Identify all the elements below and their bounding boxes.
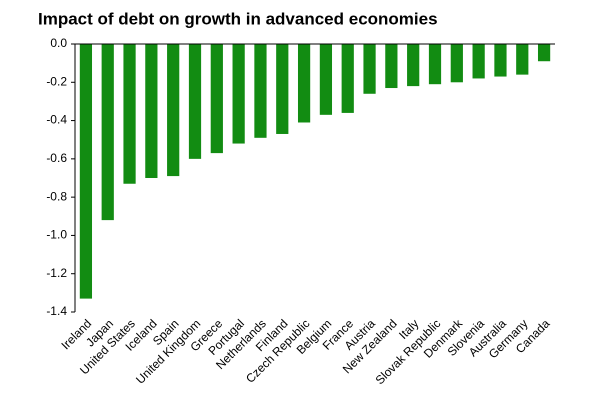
bar [407,44,420,87]
y-tick-label: -0.4 [46,113,67,127]
y-tick-label: 0.0 [50,36,67,50]
y-tick-label: -0.6 [46,151,67,165]
bar [450,44,463,83]
bar [276,44,289,134]
bar [101,44,114,221]
bar [494,44,507,77]
chart-title: Impact of debt on growth in advanced eco… [38,9,438,28]
bar [188,44,202,159]
y-tick-label: -1.4 [46,304,67,318]
y-tick-label: -0.2 [46,74,67,88]
bar [123,44,136,184]
bar [341,44,354,113]
bar [297,44,311,123]
bar [232,44,245,144]
bar [167,44,180,177]
bar [254,44,267,138]
bar [79,44,93,299]
bar [363,44,376,94]
bar [472,44,485,79]
bar [210,44,223,154]
bar [516,44,529,75]
y-tick-label: -1.2 [46,266,67,280]
bar [145,44,158,178]
bar [319,44,333,115]
bar [537,44,551,62]
bar [385,44,398,89]
y-tick-label: -0.8 [46,189,67,203]
bar [428,44,442,85]
y-tick-label: -1.0 [46,228,67,242]
